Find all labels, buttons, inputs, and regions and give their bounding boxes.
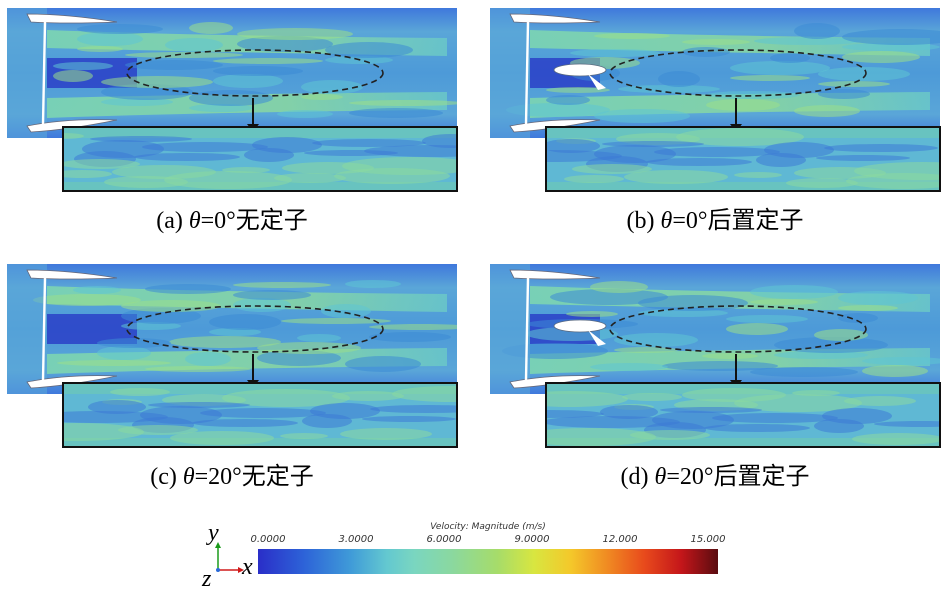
panel-caption-a: (a) θ=0°无定子 [7,200,457,235]
panel-caption-b: (b) θ=0°后置定子 [490,200,940,235]
axis-label-x: x [242,554,253,580]
colorbar-tick-label: 12.000 [602,534,638,545]
zoom-inset-b [545,126,941,192]
colorbar-tick-label: 0.0000 [250,534,286,545]
caption-suffix: 后置定子 [713,464,810,490]
theta-symbol: θ [660,208,673,234]
colorbar-tick-label: 15.000 [690,534,726,545]
flow-panel-c [7,264,458,448]
caption-suffix: 无定子 [235,208,308,234]
theta-symbol: θ [654,464,667,490]
zoom-inset-d [545,382,941,448]
zoom-inset-c [62,382,458,448]
caption-suffix: 后置定子 [707,208,804,234]
caption-prefix: (d) [620,464,655,490]
caption-value: =0° [200,208,236,234]
panel-caption-c: (c) θ=20°无定子 [7,456,457,491]
colorbar-tick-label: 6.0000 [426,534,462,545]
theta-symbol: θ [188,208,201,234]
theta-symbol: θ [182,464,195,490]
flow-panel-d [490,264,941,448]
caption-value: =20° [194,464,242,490]
caption-prefix: (c) [150,464,183,490]
zoom-inset-a [62,126,458,192]
coordinate-axes: y x z [200,520,260,592]
colorbar-tick-label: 3.0000 [338,534,374,545]
flow-panel-a [7,8,458,192]
colorbar-gradient [258,549,718,574]
caption-prefix: (a) [156,208,189,234]
colorbar-title: Velocity: Magnitude (m/s) [430,522,546,532]
zoom-arrow-icon [730,98,742,132]
axis-label-y: y [208,520,219,546]
panel-caption-d: (d) θ=20°后置定子 [490,456,940,491]
colorbar-legend: Velocity: Magnitude (m/s) 0.0000 3.0000 6.… [251,522,726,574]
caption-suffix: 无定子 [241,464,314,490]
caption-value: =0° [672,208,708,234]
colorbar-tick-label: 9.0000 [514,534,550,545]
flow-panel-b [490,8,941,192]
caption-value: =20° [666,464,714,490]
axis-label-z: z [202,566,212,592]
axes-arrows-icon [215,542,244,573]
zoom-arrow-icon [247,98,259,132]
caption-prefix: (b) [626,208,661,234]
zoom-arrow-icon [247,354,259,388]
zoom-arrow-icon [730,354,742,388]
